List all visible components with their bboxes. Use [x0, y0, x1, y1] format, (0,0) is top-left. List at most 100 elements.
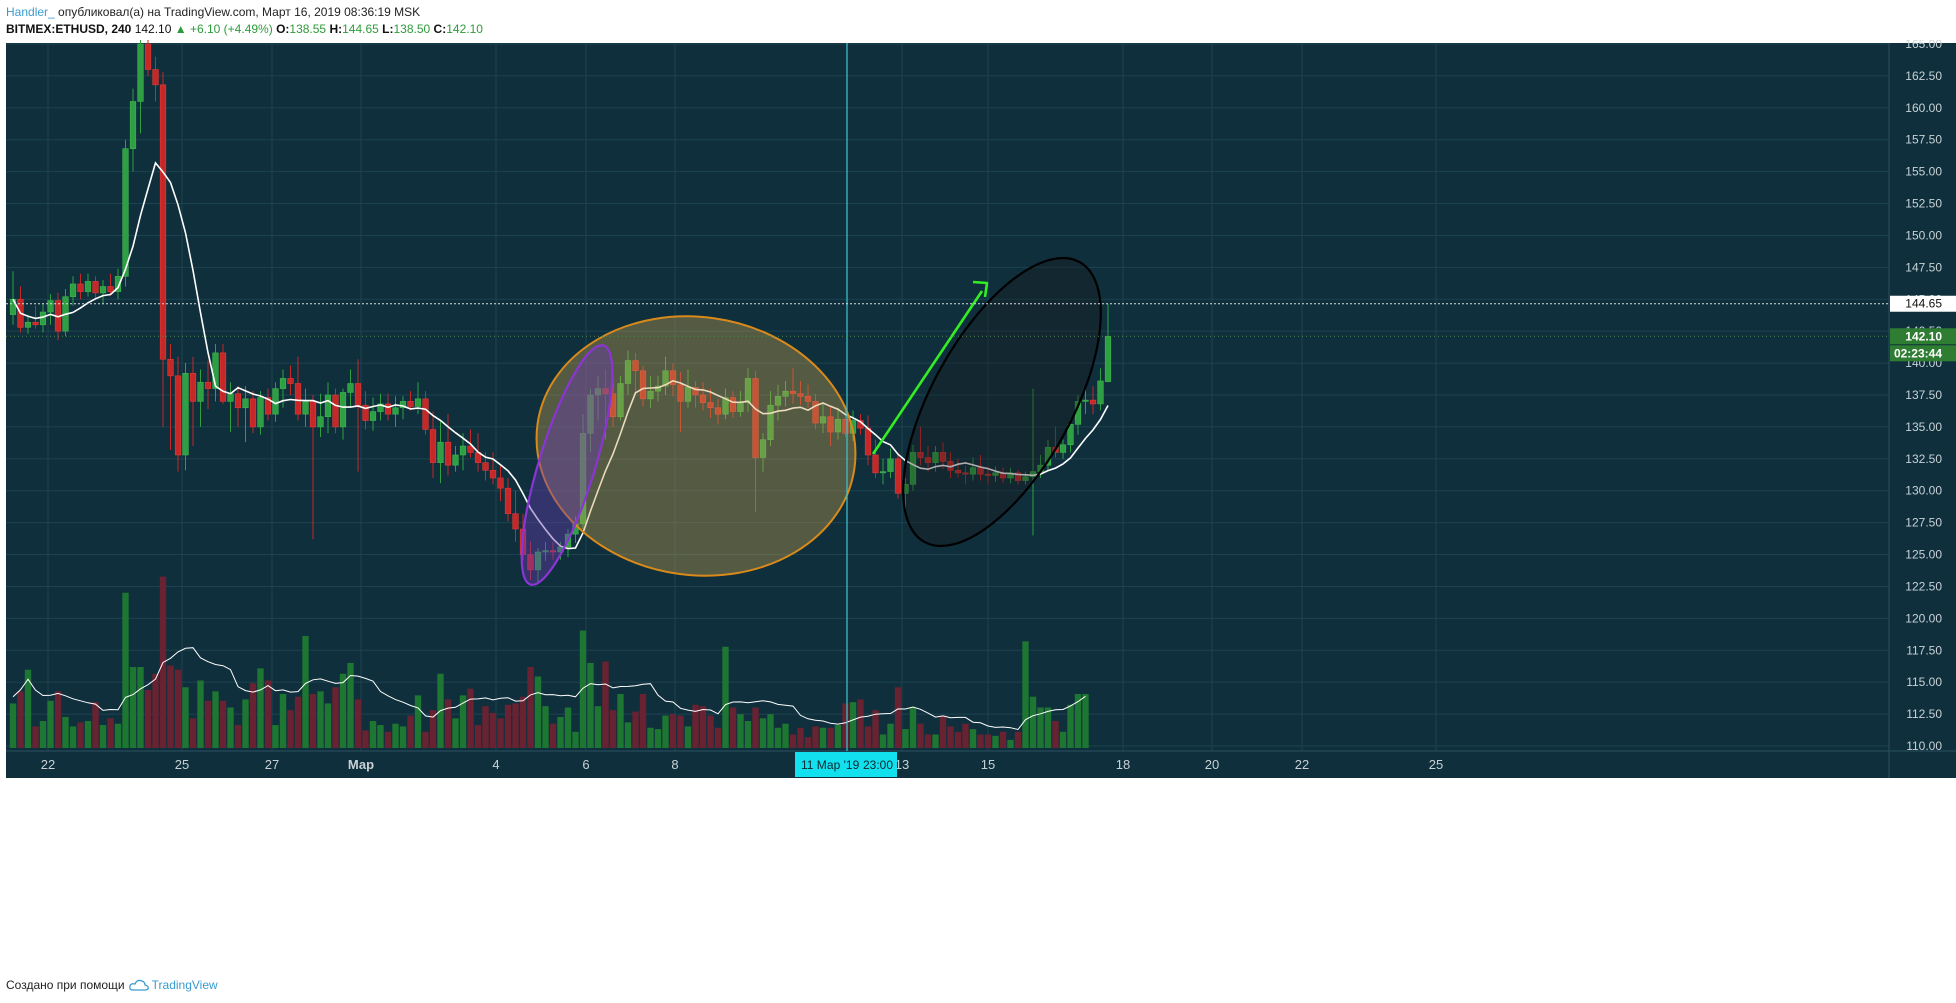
volume-bar [737, 714, 744, 748]
volume-bar [422, 731, 429, 748]
volume-bar [1022, 641, 1029, 748]
cursor-date-label-bg [795, 752, 897, 777]
candle-body [24, 321, 32, 328]
volume-bar [842, 703, 849, 748]
candle-body [47, 300, 54, 313]
candle-body [249, 398, 257, 428]
candle-body [767, 404, 774, 440]
candle-body [272, 388, 279, 415]
volume-bar [684, 726, 692, 748]
candle-body [497, 477, 504, 489]
candle-body [159, 84, 167, 360]
volume-bar [932, 734, 939, 748]
price-tick-label: 135.00 [1905, 420, 1942, 434]
volume-bar [107, 718, 114, 748]
volume-bar [722, 646, 729, 748]
candle-body [1104, 335, 1112, 382]
price-axis-background [1889, 43, 1956, 751]
candle-body [422, 398, 429, 430]
candle-body [1059, 444, 1067, 453]
candle-body [647, 390, 654, 400]
candle-body [842, 418, 849, 434]
volume-bar [302, 635, 309, 748]
symbol-name[interactable]: BITMEX:ETHUSD, 240 [6, 22, 132, 36]
price-tick-label: 115.00 [1906, 675, 1942, 689]
candle-body [414, 398, 422, 407]
volume-bar [114, 723, 122, 748]
volume-bar [24, 669, 32, 748]
volume-bar [947, 726, 954, 748]
candle-body [107, 286, 114, 292]
candle-body [257, 397, 264, 428]
volume-bar [1067, 704, 1074, 748]
candle-body [1022, 476, 1029, 481]
volume-bar [414, 695, 422, 748]
volume-bar [669, 714, 677, 748]
candle-body [362, 404, 369, 421]
volume-bar [234, 725, 242, 748]
volume-bar [9, 703, 17, 748]
time-tick-label: 4 [492, 757, 499, 772]
candle-body [294, 383, 302, 415]
candle-body [722, 397, 729, 415]
price-tick-label: 160.00 [1905, 101, 1942, 115]
candle-body [834, 418, 842, 433]
brand-name: TradingView [151, 978, 218, 992]
high-price-label: 144.65 [1905, 297, 1942, 311]
volume-bar [729, 707, 737, 748]
high-price-label-bg [1890, 295, 1956, 312]
volume-bar [264, 680, 272, 748]
published-text: опубликовал(а) на TradingView.com, Март … [58, 5, 421, 19]
volume-bar [1007, 739, 1014, 748]
candle-body [512, 513, 519, 530]
volume-bar [654, 729, 662, 748]
volume-bar [204, 700, 212, 748]
volume-bar [804, 737, 812, 748]
price-labels: 144.65 142.10 02:23:44 11 Мар '19 23:00 [6, 43, 1956, 777]
candle-body [684, 387, 692, 402]
candle-body [279, 378, 287, 389]
price-tick-label: 152.50 [1905, 197, 1942, 211]
candle-body [324, 394, 332, 417]
volume-bar [542, 706, 549, 748]
volume-bar [219, 700, 227, 748]
price-chart[interactable]: 110.00 112.50 115.00 117.50 120.00 122.50 125.… [0, 40, 1956, 976]
volume-bar [992, 735, 999, 748]
volume-bar [917, 723, 924, 748]
time-tick-label: 8 [671, 757, 678, 772]
candle-body [444, 441, 452, 466]
candle-body [174, 375, 182, 456]
price-tick-label: 157.50 [1905, 133, 1942, 147]
candle-body [887, 458, 894, 472]
candle-body [1097, 380, 1104, 405]
price-tick-label: 130.00 [1905, 484, 1942, 498]
volume-bar [39, 721, 47, 748]
last-price: 142.10 [134, 22, 172, 36]
volume-bar [909, 707, 917, 748]
candle-body [77, 283, 84, 292]
candle-body [39, 311, 47, 326]
candle-body [114, 275, 122, 292]
candle-body [452, 454, 459, 466]
volume-bar [617, 694, 624, 748]
author-link[interactable]: Handler_ [6, 5, 55, 19]
open-value: 138.55 [289, 22, 327, 36]
candle-body [542, 550, 549, 553]
candle-body [384, 403, 392, 415]
countdown-label: 02:23:44 [1894, 346, 1942, 360]
volume-bar [714, 727, 722, 748]
volume-bar [309, 694, 317, 748]
volume-bar [189, 718, 197, 748]
candle-body [827, 416, 834, 433]
candle-body [534, 551, 542, 571]
candle-body [369, 411, 377, 421]
close-label: C: [433, 22, 447, 36]
candle-body [752, 378, 759, 458]
volume-bar [1014, 731, 1022, 748]
tradingview-brand-link[interactable]: TradingView [128, 978, 218, 992]
volume-bar [857, 699, 864, 748]
volume-bar [272, 725, 279, 748]
price-tick-label: 110.00 [1906, 739, 1942, 753]
countdown-label-bg [1890, 345, 1956, 362]
volume-bar [774, 727, 782, 748]
